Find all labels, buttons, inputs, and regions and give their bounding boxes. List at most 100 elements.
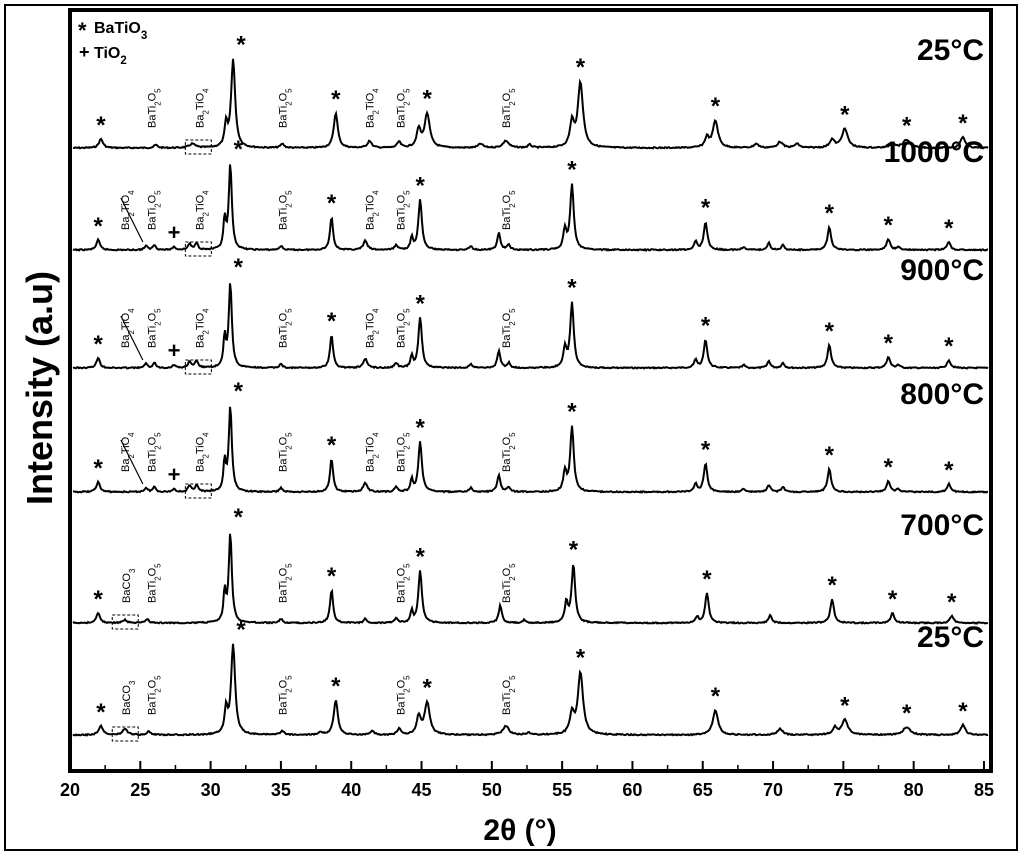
batio3-peak-marker: * (947, 589, 957, 616)
series-temperature-label: 700°C (900, 509, 984, 542)
x-tick-label: 85 (974, 780, 994, 800)
batio3-peak-marker: * (93, 331, 103, 358)
batio3-peak-marker: * (422, 675, 432, 702)
batio3-peak-marker: * (234, 254, 244, 281)
phase-annotation: BaTi2O5 (277, 432, 293, 472)
batio3-peak-marker: * (331, 86, 341, 113)
series-temperature-label: 900°C (900, 254, 984, 287)
highlight-box (184, 139, 212, 155)
phase-annotation: Ba2TiO4 (120, 308, 136, 348)
phase-annotation: Ba2TiO4 (120, 432, 136, 472)
traces-layer: 25°C 1000°C 900°C 800°C 700°C 25°C (72, 34, 989, 737)
annotation-arrow (120, 439, 144, 485)
batio3-peak-marker: * (902, 113, 912, 140)
batio3-peak-marker: * (902, 700, 912, 727)
series-temperature-label: 1000°C (884, 136, 984, 169)
batio3-peak-marker: * (567, 157, 577, 184)
batio3-peak-marker: * (701, 313, 711, 340)
batio3-peak-marker: * (701, 195, 711, 222)
figure-frame (4, 4, 1018, 851)
xrd-trace-series (72, 164, 989, 252)
batio3-peak-marker: * (888, 586, 898, 613)
x-axis: 20 25 30 35 40 45 50 55 60 65 70 75 80 85 (60, 761, 994, 800)
legend-star-symbol: * (78, 18, 87, 43)
batio3-peak-marker: * (884, 212, 894, 239)
x-axis-title: 2θ (°) (483, 814, 556, 847)
xrd-trace-series (72, 58, 989, 150)
highlight-box (184, 359, 212, 375)
phase-annotation: BaTi2O5 (501, 432, 517, 472)
highlight-box (111, 614, 139, 630)
phase-annotation: BaTi2O5 (395, 190, 411, 230)
phase-annotation: BaTi2O5 (147, 88, 163, 128)
batio3-peak-marker: * (576, 644, 586, 671)
batio3-peak-marker: * (840, 101, 850, 128)
legend: * BaTiO3 + TiO2 (78, 18, 147, 67)
x-tick-label: 70 (763, 780, 783, 800)
batio3-peak-marker: * (331, 673, 341, 700)
highlight-box (184, 483, 212, 499)
x-tick-label: 20 (60, 780, 80, 800)
phase-annotation: BaTi2O5 (147, 308, 163, 348)
phase-annotation: BaTi2O5 (147, 432, 163, 472)
batio3-peak-marker: * (711, 93, 721, 120)
phase-annotation: BaTi2O5 (277, 675, 293, 715)
annotation-layer: *** *** * * *BaTi2O5Ba2TiO4BaTi2O5Ba2TiO4BaT… (93, 32, 968, 742)
phase-annotation: Ba2TiO4 (365, 88, 381, 128)
phase-annotation: BaTi2O5 (395, 432, 411, 472)
phase-annotation: Ba2TiO4 (120, 190, 136, 230)
phase-annotation: BaTi2O5 (395, 563, 411, 603)
x-tick-label: 35 (271, 780, 291, 800)
batio3-peak-marker: * (567, 399, 577, 426)
phase-annotation: Ba2TiO4 (194, 88, 210, 128)
batio3-peak-marker: * (415, 173, 425, 200)
phase-annotation: Ba2TiO4 (194, 308, 210, 348)
x-tick-label: 60 (622, 780, 642, 800)
batio3-peak-marker: * (827, 572, 837, 599)
batio3-peak-marker: * (234, 504, 244, 531)
batio3-peak-marker: * (96, 699, 106, 726)
phase-annotation: BaTi2O5 (501, 308, 517, 348)
phase-annotation: BaTi2O5 (147, 190, 163, 230)
phase-annotation: BaTi2O5 (395, 675, 411, 715)
batio3-peak-marker: * (944, 457, 954, 484)
tio2-peak-marker: + (168, 338, 181, 363)
phase-annotation: BaTi2O5 (147, 563, 163, 603)
tio2-peak-marker: + (168, 220, 181, 245)
phase-annotation: Ba2TiO4 (365, 190, 381, 230)
phase-annotation: BaTi2O5 (147, 675, 163, 715)
x-tick-label: 50 (482, 780, 502, 800)
batio3-peak-marker: * (93, 586, 103, 613)
batio3-peak-marker: * (825, 318, 835, 345)
plot-frame (68, 8, 993, 773)
legend-entry-batio3: BaTiO3 (94, 20, 147, 42)
series-temperature-label: 800°C (900, 378, 984, 411)
phase-annotation: Ba2TiO4 (365, 308, 381, 348)
xrd-trace-series (72, 643, 989, 737)
x-tick-label: 65 (693, 780, 713, 800)
phase-annotation: BaTi2O5 (501, 88, 517, 128)
batio3-peak-marker: * (958, 110, 968, 137)
x-tick-label: 30 (201, 780, 221, 800)
phase-annotation: BaTi2O5 (501, 675, 517, 715)
highlight-box (184, 241, 212, 257)
phase-annotation: BaTi2O5 (277, 308, 293, 348)
phase-annotation: Ba2TiO4 (194, 190, 210, 230)
batio3-peak-marker: * (884, 330, 894, 357)
highlight-box (111, 726, 139, 742)
phase-annotation: Ba2TiO4 (365, 432, 381, 472)
xrd-trace-series (72, 406, 989, 494)
batio3-peak-marker: * (944, 333, 954, 360)
batio3-peak-marker: * (234, 378, 244, 405)
batio3-peak-marker: * (236, 32, 246, 59)
batio3-peak-marker: * (327, 432, 337, 459)
phase-annotation: BaTi2O5 (395, 308, 411, 348)
batio3-peak-marker: * (958, 698, 968, 725)
batio3-peak-marker: * (576, 54, 586, 81)
batio3-peak-marker: * (825, 442, 835, 469)
batio3-peak-marker: * (944, 215, 954, 242)
y-axis-title: Intensity (a.u) (19, 271, 60, 505)
x-tick-label: 45 (412, 780, 432, 800)
phase-annotation: BaTi2O5 (501, 190, 517, 230)
